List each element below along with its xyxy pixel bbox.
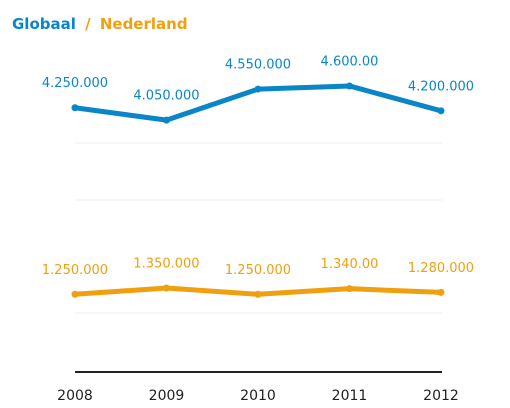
point — [71, 290, 79, 298]
value-label: 1.280.000 — [408, 261, 474, 276]
value-label: 1.250.000 — [42, 263, 108, 278]
point — [71, 104, 79, 112]
legend-separator: / — [85, 15, 91, 33]
value-label: 4.250.000 — [42, 76, 108, 91]
point — [437, 288, 445, 296]
point — [163, 116, 170, 124]
point — [163, 284, 170, 292]
point — [254, 290, 262, 298]
x-tick-label: 2011 — [332, 388, 368, 404]
legend-entry: Nederland — [100, 15, 188, 33]
value-label: 4.550.000 — [225, 58, 291, 73]
value-label: 1.250.000 — [225, 263, 291, 278]
legend: Globaal / Nederland — [12, 15, 188, 33]
x-tick-label: 2008 — [57, 388, 93, 404]
value-label: 4.200.000 — [408, 79, 474, 94]
value-label: 1.350.000 — [133, 257, 199, 272]
x-tick-label: 2009 — [149, 388, 185, 404]
legend-entry: Globaal — [12, 15, 76, 33]
value-label: 4.050.000 — [133, 89, 199, 104]
x-tick-label: 2010 — [240, 388, 276, 404]
value-label: 4.600.00 — [321, 54, 379, 69]
point — [437, 107, 445, 115]
x-tick-label: 2012 — [423, 388, 459, 404]
point — [346, 285, 353, 293]
value-label: 1.340.00 — [321, 257, 379, 272]
point — [254, 85, 262, 93]
point — [346, 82, 353, 90]
